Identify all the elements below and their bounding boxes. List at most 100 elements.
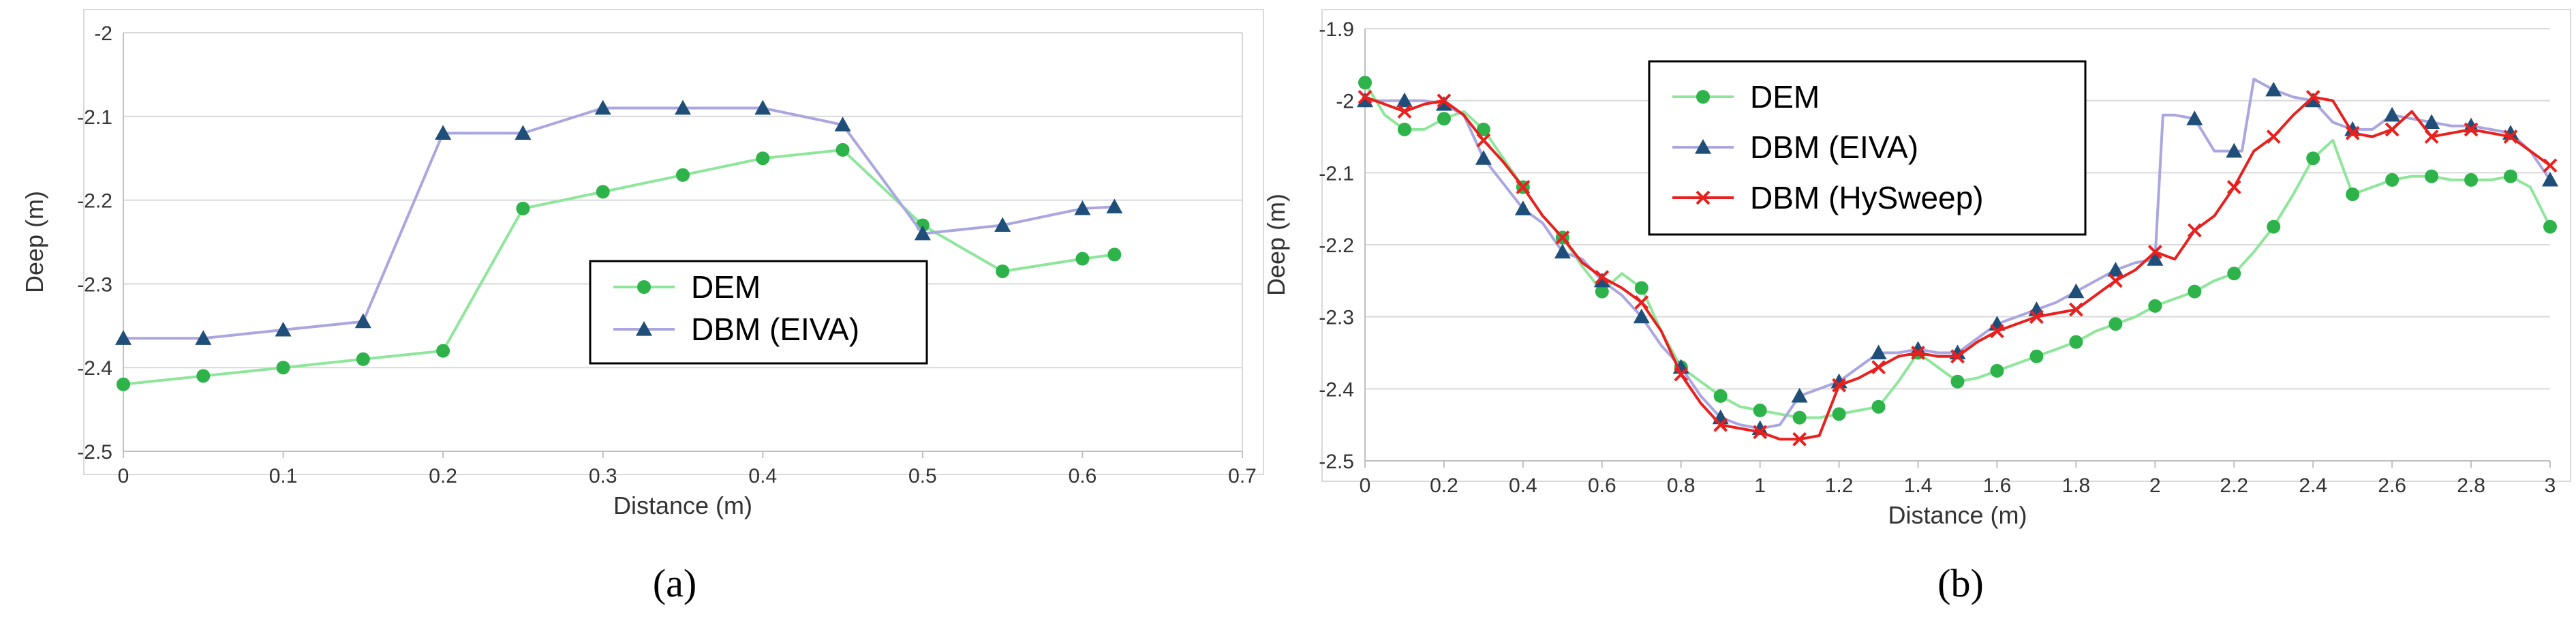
data-point (436, 344, 450, 358)
data-point (435, 125, 452, 140)
legend-label: DBM (EIVA) (1750, 130, 1918, 165)
y-tick-label: -2.4 (1319, 378, 1354, 401)
data-point (1832, 407, 1846, 421)
data-point (2029, 349, 2044, 363)
x-tick-label: 0 (1360, 474, 1371, 497)
data-point (2384, 106, 2401, 122)
data-point (1950, 374, 1965, 389)
data-point (275, 321, 292, 337)
data-point (2543, 220, 2557, 234)
data-point (2306, 151, 2320, 166)
legend-label: DEM (1750, 79, 1820, 115)
x-tick-label: 3 (2545, 474, 2556, 497)
x-tick-label: 1 (1754, 474, 1766, 497)
data-point (2266, 130, 2281, 144)
data-point (1753, 404, 1767, 418)
data-point (2226, 142, 2243, 158)
chart-panel-b: -1.9 -2 -2.1 -2.2 -2.3 -2.4 -2.5 0 0.2 0.4 0.6 0.8 1… (1262, 9, 2571, 605)
data-point (1713, 389, 1728, 403)
data-point (1753, 425, 1768, 440)
data-point (1871, 360, 1886, 375)
data-point (1910, 341, 1927, 356)
series-dem (1358, 76, 2557, 425)
data-point (2463, 117, 2480, 133)
x-tick-label: 2.4 (2299, 474, 2327, 497)
x-tick-label: 2 (2149, 474, 2161, 497)
data-point (2385, 122, 2399, 137)
panel-caption: (a) (653, 561, 696, 605)
data-point (2107, 261, 2124, 277)
data-point (1593, 272, 1610, 288)
panel-caption: (b) (1937, 561, 1984, 605)
x-tick-label: 2.2 (2220, 474, 2248, 497)
x-tick-label: 0.3 (589, 465, 617, 487)
data-point (2542, 171, 2558, 187)
y-tick-label: -2.5 (1319, 451, 1354, 473)
data-point (2108, 273, 2123, 288)
series-dem (117, 142, 1122, 391)
data-point (276, 361, 290, 375)
data-point (1475, 150, 1492, 165)
x-tick-label: 0.2 (1430, 474, 1458, 497)
data-point (1437, 112, 1451, 126)
data-point (1397, 104, 1412, 119)
x-tick-label: 0.7 (1228, 465, 1257, 487)
data-point (1476, 122, 1490, 136)
data-point (2265, 81, 2282, 97)
y-axis-title: Deep (m) (1262, 194, 1290, 296)
data-point (115, 330, 132, 345)
y-tick-label: -1.9 (1319, 18, 1354, 41)
data-point (1396, 92, 1413, 108)
data-point (2385, 172, 2399, 187)
data-point (1595, 284, 1609, 299)
data-point (1074, 200, 1091, 215)
data-point (2425, 169, 2439, 183)
y-tick-label: -2 (94, 22, 112, 45)
legend-marker (1695, 139, 1711, 154)
data-point (1871, 399, 1886, 414)
data-point (1870, 344, 1887, 360)
data-point (2227, 267, 2241, 281)
data-point (1397, 122, 1411, 136)
data-point (356, 352, 370, 366)
legend-marker (1696, 190, 1711, 205)
data-point (1476, 133, 1491, 148)
data-point (914, 225, 931, 241)
data-point (117, 377, 130, 391)
data-point (1107, 247, 1122, 262)
data-point (2423, 114, 2440, 129)
data-point (676, 168, 690, 182)
x-tick-label: 0.5 (908, 465, 937, 487)
legend-label: DEM (691, 269, 761, 305)
data-point (1075, 252, 1090, 266)
data-point (2068, 302, 2083, 317)
x-axis-title: Distance (m) (613, 492, 752, 519)
x-tick-label: 0.2 (429, 465, 457, 487)
data-point (1555, 230, 1570, 245)
data-point (1990, 363, 2004, 378)
data-point (1634, 295, 1649, 310)
x-tick-label: 1.2 (1825, 474, 1854, 497)
data-point (754, 100, 771, 115)
data-point (1990, 324, 2004, 339)
data-point (1357, 92, 1373, 108)
data-point (1911, 346, 1925, 360)
data-point (1554, 243, 1571, 259)
x-tick-label: 0 (118, 465, 129, 487)
data-point (1514, 200, 1531, 215)
data-point (2504, 169, 2518, 183)
legend: DEM DBM (EIVA) (589, 260, 928, 365)
data-point (994, 217, 1011, 232)
data-point (2346, 187, 2360, 202)
data-point (1358, 76, 1372, 90)
x-tick-label: 1.8 (2062, 474, 2091, 497)
data-point (594, 100, 611, 115)
series-line (123, 106, 1115, 340)
data-point (2147, 251, 2164, 266)
data-point (835, 142, 850, 157)
x-tick-label: 0.6 (1588, 474, 1616, 497)
y-tick-label: -2.2 (77, 190, 112, 213)
data-point (996, 264, 1010, 278)
data-point (2109, 317, 2123, 331)
